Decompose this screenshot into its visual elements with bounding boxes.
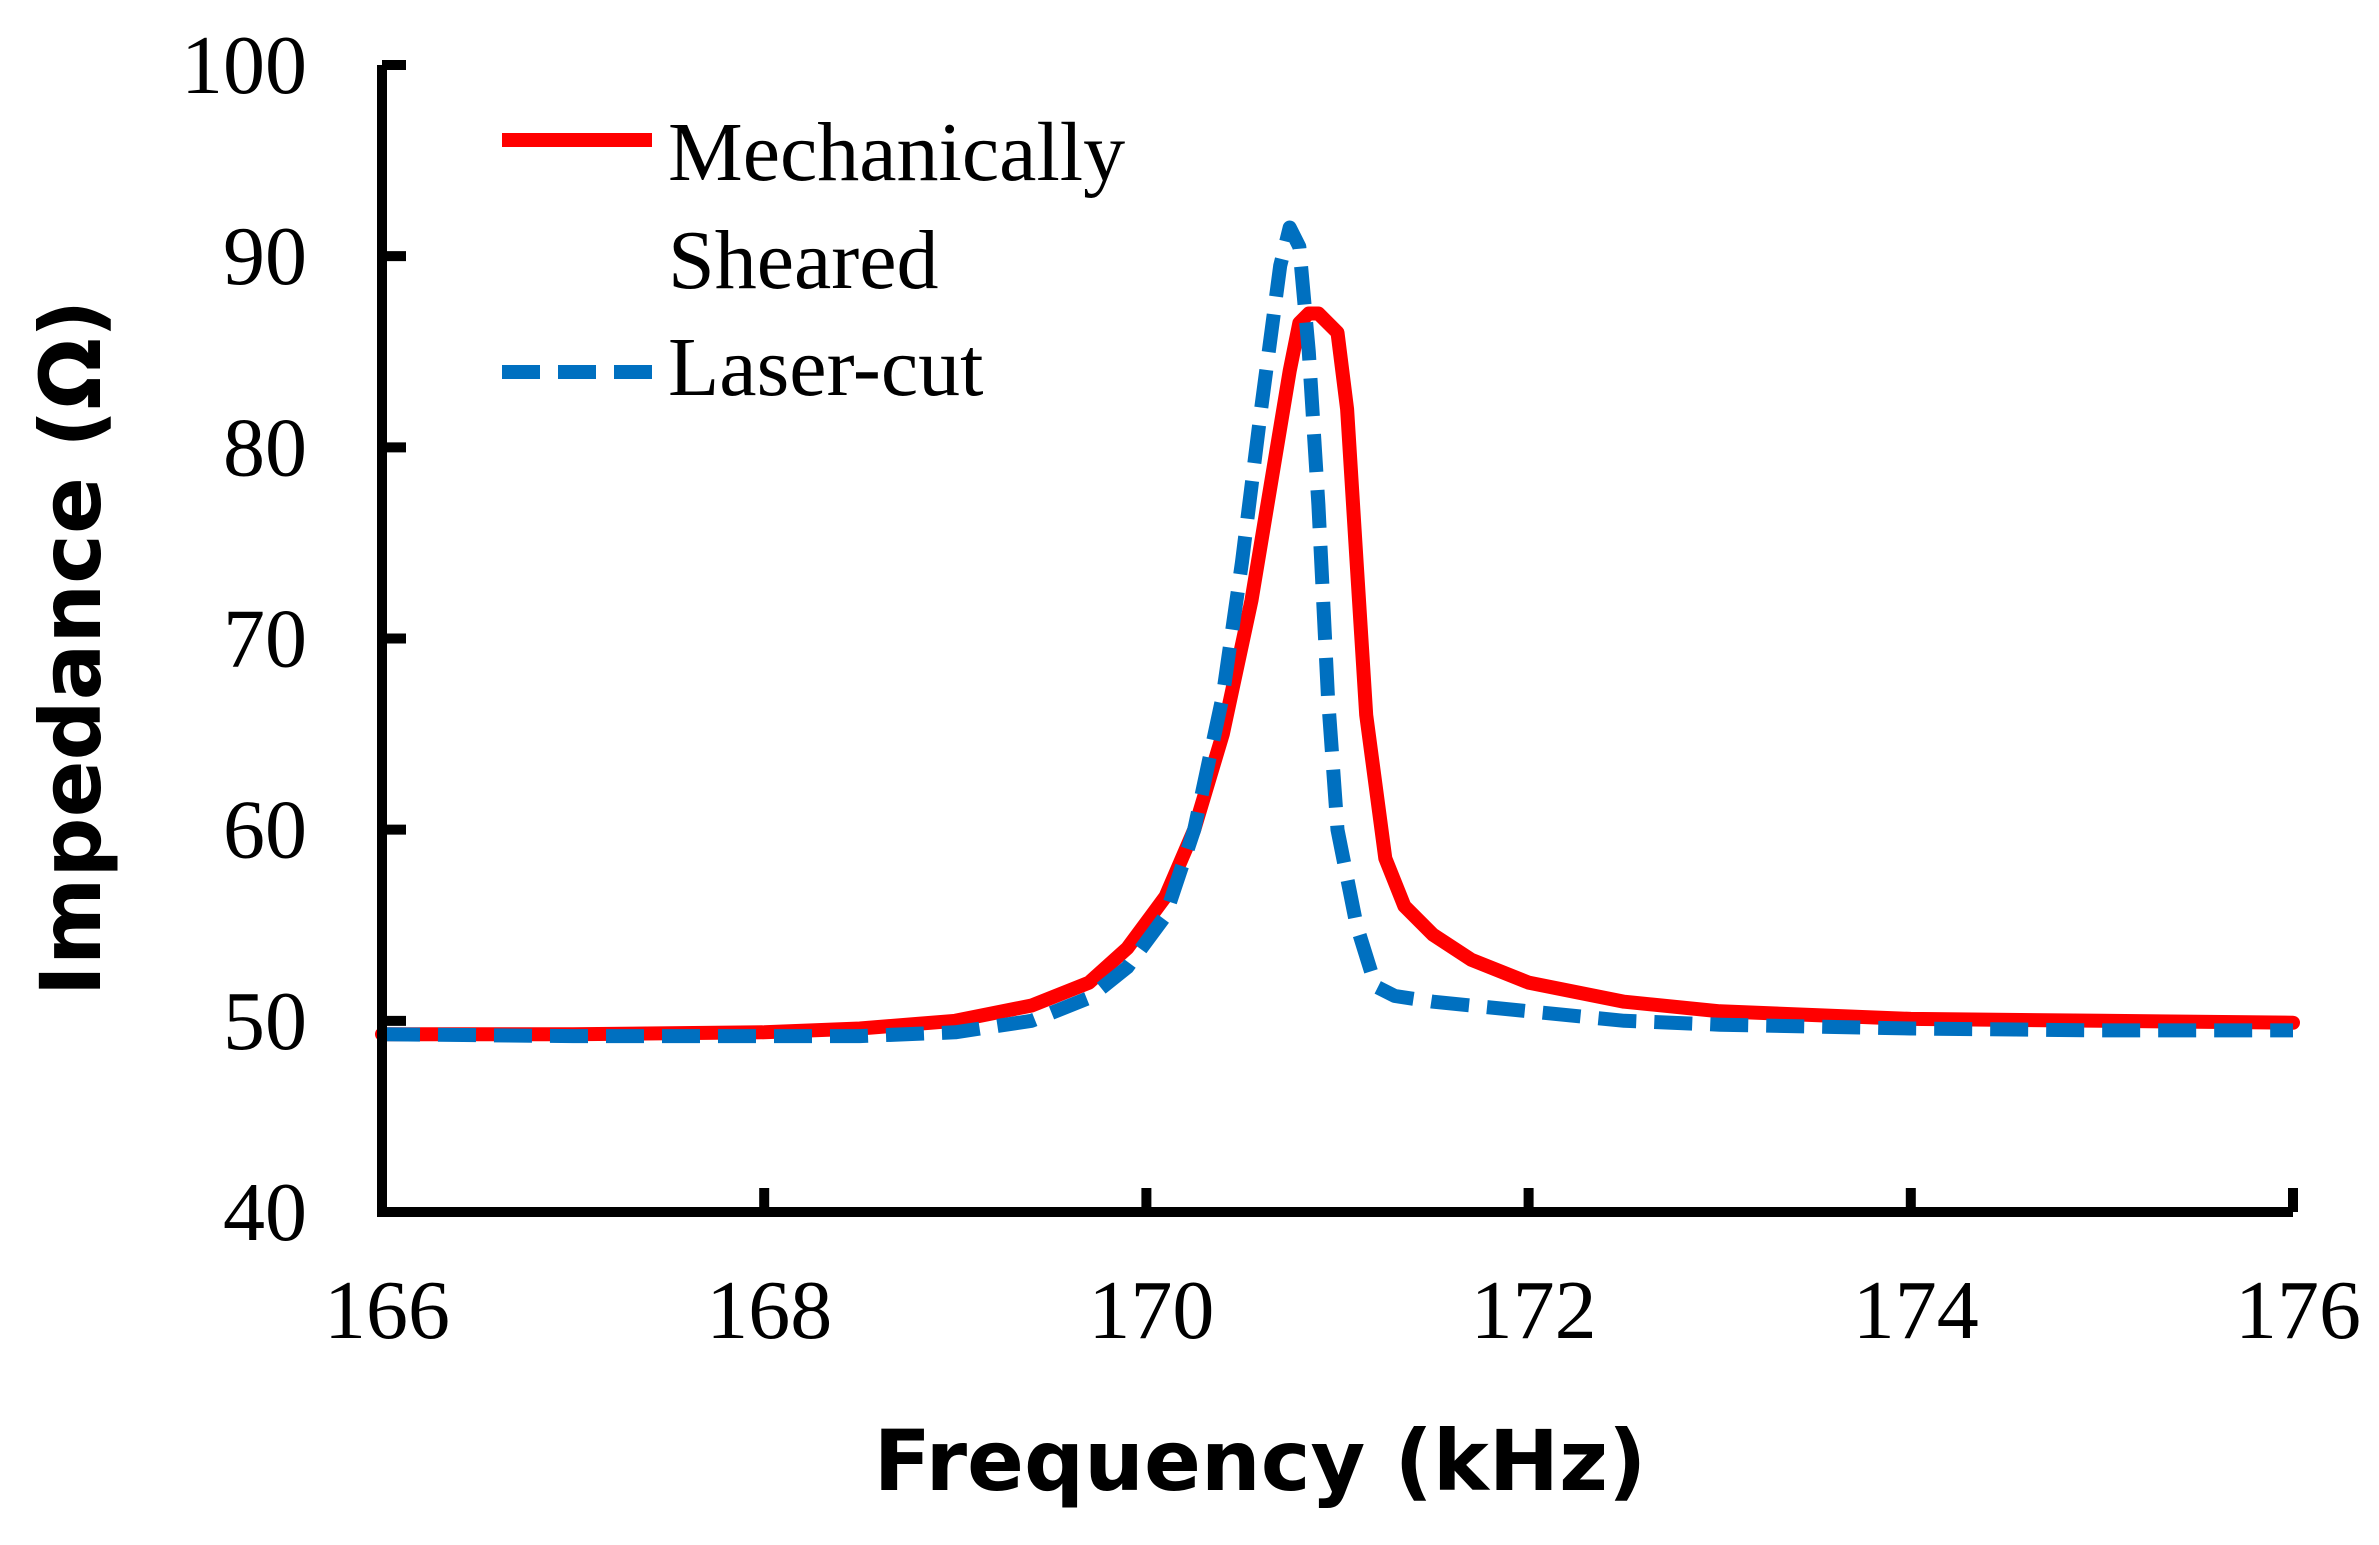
y-tick-label: 40 (223, 1166, 307, 1259)
x-tick-label: 166 (324, 1264, 450, 1357)
legend-label: Laser-cut (668, 321, 983, 414)
y-tick-label: 50 (223, 975, 307, 1068)
series-layer (375, 220, 2300, 1044)
y-tick-label: 80 (223, 401, 307, 494)
tick-labels-layer: 40 50 60 70 80 90 100 166 168 170 172 174 176 (181, 19, 2361, 1357)
legend: Mechanically Sheared Laser-cut (502, 106, 1125, 414)
x-tick-label: 174 (1853, 1264, 1979, 1357)
x-axis-title: Frequency (kHz) (874, 1412, 1647, 1510)
series-line-laser-cut (381, 220, 2293, 1044)
x-tick-label: 170 (1088, 1264, 1214, 1357)
y-axis-title: Impedance (Ω) (22, 300, 120, 997)
x-tick-label: 176 (2235, 1264, 2361, 1357)
y-tick-label: 70 (223, 593, 307, 686)
axes-layer (377, 65, 2293, 1217)
legend-label: Mechanically (668, 106, 1125, 199)
y-tick-label: 60 (223, 784, 307, 877)
series-line-mechanically-sheared (375, 306, 2300, 1042)
x-tick-label: 172 (1471, 1264, 1597, 1357)
ticks-layer (377, 60, 2298, 1217)
y-tick-label: 90 (223, 210, 307, 303)
legend-label: Sheared (668, 214, 939, 307)
x-tick-label: 168 (706, 1264, 832, 1357)
y-tick-label: 100 (181, 19, 307, 112)
